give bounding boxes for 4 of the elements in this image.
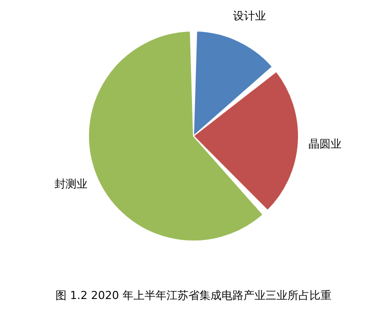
- slice-label: 设计业: [233, 10, 266, 23]
- slice-label: 晶圆业: [308, 137, 342, 150]
- slice-label: 封测业: [54, 178, 88, 191]
- text: 图 1.2 2020 年上半年江苏省集成电路产业三业所占比重: [56, 289, 332, 302]
